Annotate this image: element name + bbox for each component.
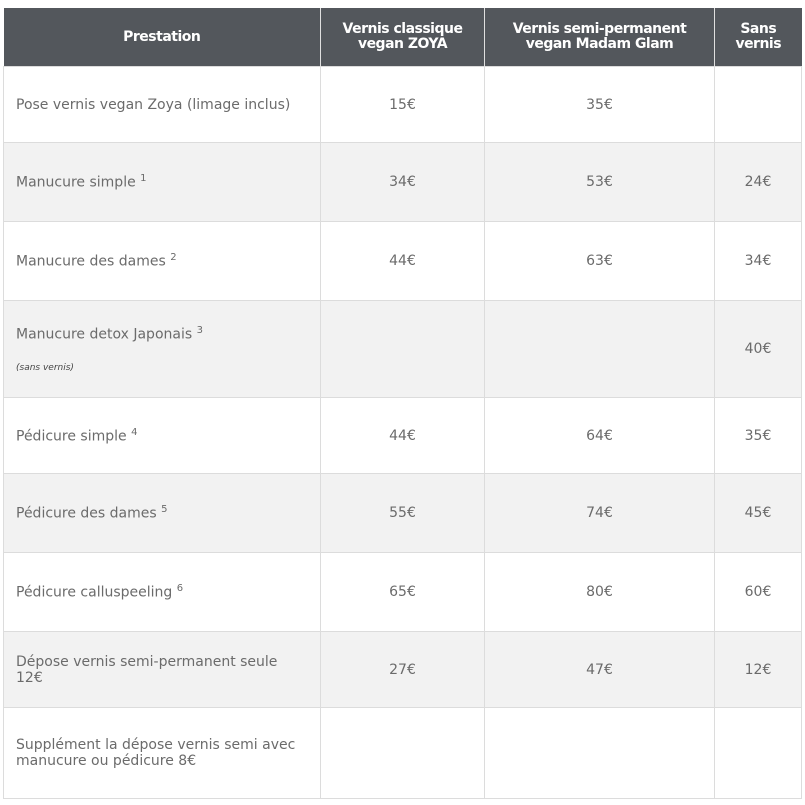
price-semi: 64€ xyxy=(484,397,715,474)
footnote-marker: 5 xyxy=(161,504,168,516)
price-semi: 35€ xyxy=(484,66,715,143)
price-classique: 65€ xyxy=(320,552,485,632)
prestation-name: Manucure detox Japonais xyxy=(16,326,193,343)
price-classique: 55€ xyxy=(320,473,485,553)
price-classique: 27€ xyxy=(320,631,485,708)
price-table: Prestation Vernis classique vegan ZOYA Ver… xyxy=(3,8,802,799)
prestation-cell: Pose vernis vegan Zoya (limage inclus) xyxy=(3,66,321,143)
prestation-name: Pédicure simple xyxy=(16,428,127,445)
column-header: Prestation xyxy=(3,8,321,67)
prestation-name: Manucure des dames xyxy=(16,253,166,270)
price-sans: 35€ xyxy=(714,397,802,474)
price-semi xyxy=(484,707,715,799)
footnote-marker: 2 xyxy=(170,252,177,264)
prestation-cell: Manucure des dames 2 xyxy=(3,221,321,301)
table-row: Supplément la dépose vernis semi avec ma… xyxy=(3,707,802,799)
prestation-cell: Pédicure calluspeeling 6 xyxy=(3,552,321,632)
prestation-cell: Dépose vernis semi-permanent seule 12€ xyxy=(3,631,321,708)
footnote-marker: 4 xyxy=(131,426,138,438)
price-semi: 63€ xyxy=(484,221,715,301)
table-row: Manucure simple 1 34€ 53€ 24€ xyxy=(3,142,802,222)
prestation-cell: Supplément la dépose vernis semi avec ma… xyxy=(3,707,321,799)
table-row: Pédicure simple 4 44€ 64€ 35€ xyxy=(3,397,802,474)
price-sans: 60€ xyxy=(714,552,802,632)
price-semi: 47€ xyxy=(484,631,715,708)
table-row: Manucure des dames 2 44€ 63€ 34€ xyxy=(3,221,802,301)
prestation-name: Supplément la dépose vernis semi avec ma… xyxy=(16,737,296,769)
prestation-name: Pédicure des dames xyxy=(16,505,157,522)
prestation-name: Dépose vernis semi-permanent seule 12€ xyxy=(16,653,278,686)
price-classique: 44€ xyxy=(320,221,485,301)
prestation-name: Pose vernis vegan Zoya (limage inclus) xyxy=(16,96,291,113)
prestation-cell: Pédicure simple 4 xyxy=(3,397,321,474)
prestation-cell: Manucure simple 1 xyxy=(3,142,321,222)
prestation-cell: Pédicure des dames 5 xyxy=(3,473,321,553)
table-row: Pédicure des dames 5 55€ 74€ 45€ xyxy=(3,473,802,553)
price-semi: 80€ xyxy=(484,552,715,632)
prestation-note: (sans vernis) xyxy=(16,362,74,373)
price-classique: 34€ xyxy=(320,142,485,222)
price-semi: 74€ xyxy=(484,473,715,553)
prestation-name: Manucure simple xyxy=(16,174,136,191)
price-sans: 24€ xyxy=(714,142,802,222)
price-sans: 12€ xyxy=(714,631,802,708)
prestation-cell: Manucure detox Japonais 3 (sans vernis) xyxy=(3,300,321,398)
table-row: Pédicure calluspeeling 6 65€ 80€ 60€ xyxy=(3,552,802,632)
price-sans xyxy=(714,66,802,143)
price-sans: 40€ xyxy=(714,300,802,398)
price-classique xyxy=(320,707,485,799)
price-classique: 44€ xyxy=(320,397,485,474)
footnote-marker: 6 xyxy=(176,583,184,595)
footnote-marker: 3 xyxy=(196,325,203,337)
price-classique: 15€ xyxy=(320,66,485,143)
price-sans: 45€ xyxy=(714,473,802,553)
table-row: Manucure detox Japonais 3 (sans vernis) 40… xyxy=(3,300,802,398)
footnote-marker: 1 xyxy=(140,173,147,185)
price-semi: 53€ xyxy=(484,142,715,222)
price-semi xyxy=(484,300,715,398)
price-sans: 34€ xyxy=(714,221,802,301)
price-sans xyxy=(714,707,802,799)
column-header: Sans vernis xyxy=(714,8,802,67)
header-row: Prestation Vernis classique vegan ZOYA Ver… xyxy=(3,8,802,67)
column-header: Vernis classique vegan ZOYA xyxy=(320,8,485,67)
price-classique xyxy=(320,300,485,398)
table-row: Pose vernis vegan Zoya (limage inclus) 15… xyxy=(3,66,802,143)
prestation-name: Pédicure calluspeeling xyxy=(16,584,173,601)
column-header: Vernis semi-permanent vegan Madam Glam xyxy=(484,8,715,67)
table-row: Dépose vernis semi-permanent seule 12€ 27… xyxy=(3,631,802,708)
